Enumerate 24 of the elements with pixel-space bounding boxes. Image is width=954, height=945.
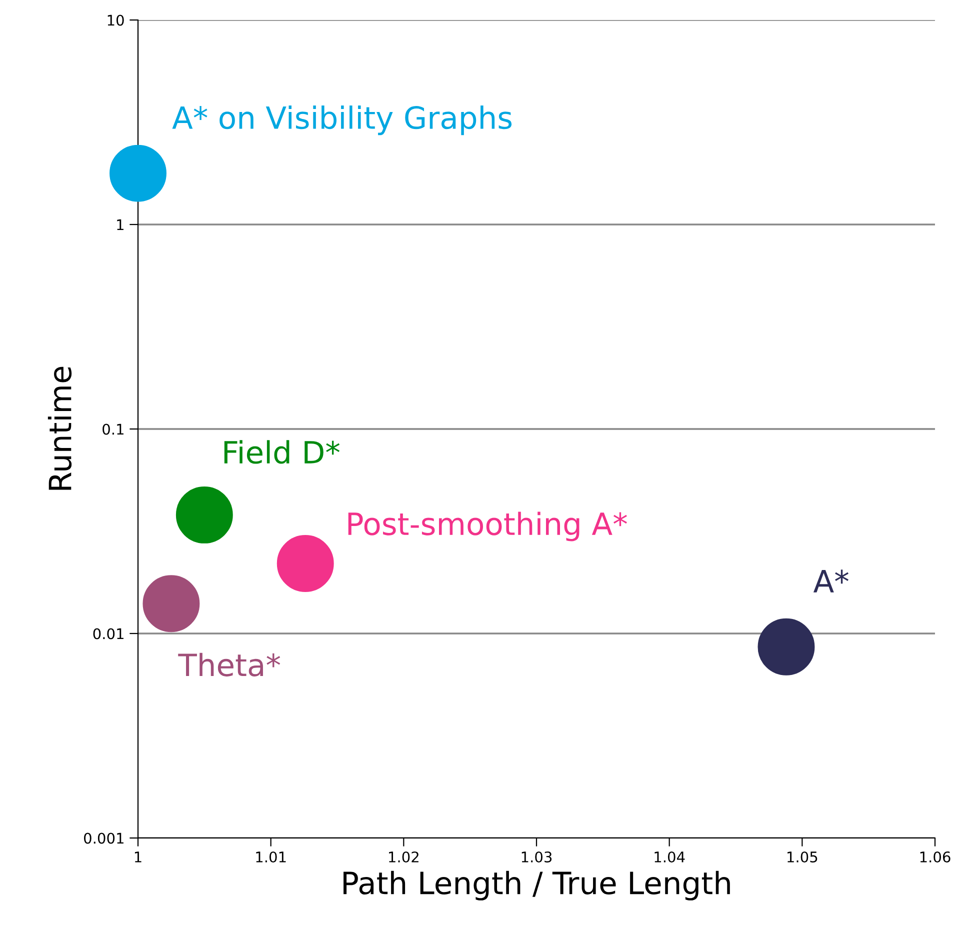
y-tick-label: 1: [117, 219, 124, 230]
y-tick-label: 10: [108, 14, 124, 26]
series-label: A* on Visibility Graphs: [172, 106, 512, 136]
point: [176, 486, 233, 544]
x-tick-label: 1.04: [654, 851, 685, 862]
y-tick-label: 0.01: [93, 628, 124, 640]
x-tick-label: 1.05: [788, 851, 818, 862]
x-tick-label: 1.02: [389, 851, 418, 862]
x-axis-title: Path Length / True Length: [344, 870, 730, 900]
series-label: Theta*: [178, 652, 280, 676]
point: [276, 535, 334, 592]
x-tick-label: 1.06: [920, 851, 950, 862]
point: [142, 575, 200, 632]
y-tick-label: 0.1: [102, 424, 124, 435]
x-tick-label: 1.01: [256, 851, 286, 862]
point: [758, 618, 815, 676]
y-tick-label: 0.001: [84, 832, 124, 844]
series-label: A*: [813, 570, 848, 592]
series-label: Post-smoothing A*: [348, 512, 627, 542]
x-tick-label: 1.03: [522, 851, 552, 862]
point: [110, 144, 166, 202]
y-axis-title: Runtime: [48, 366, 72, 490]
series-label: Field D*: [224, 440, 340, 464]
x-tick-label: 1: [134, 852, 142, 862]
